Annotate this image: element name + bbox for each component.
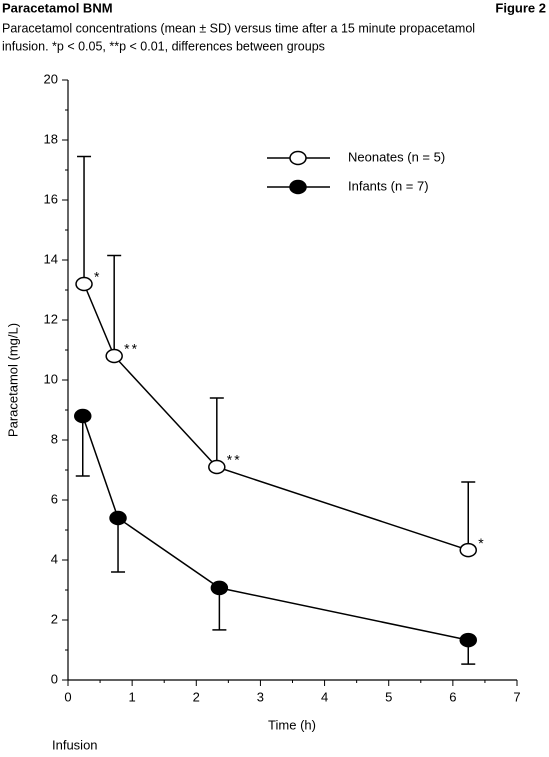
y-tick-label: 12	[44, 311, 58, 326]
significance-mark: *	[94, 269, 101, 285]
x-tick-label: 4	[321, 689, 328, 704]
error-bar	[77, 155, 92, 284]
x-tick-label: 7	[513, 689, 520, 704]
y-tick-label: 6	[51, 491, 58, 506]
significance-mark: *	[478, 535, 485, 551]
infusion-note: Infusion	[52, 737, 98, 752]
caption-line: infusion. *p < 0.05, **p < 0.01, differe…	[2, 39, 325, 53]
y-tick-label: 8	[51, 431, 58, 446]
data-point	[210, 580, 229, 596]
data-point	[109, 510, 127, 526]
y-tick-label: 4	[51, 551, 58, 566]
legend-marker	[289, 179, 307, 195]
legend-marker	[289, 150, 307, 166]
error-bar	[111, 518, 126, 573]
x-tick-label: 6	[449, 689, 456, 704]
x-tick-label: 5	[385, 689, 392, 704]
data-point	[459, 632, 478, 648]
y-tick-label: 10	[44, 371, 58, 386]
series-line	[83, 283, 469, 551]
data-point	[74, 408, 92, 424]
x-tick-label: 2	[193, 689, 200, 704]
error-bar	[209, 397, 224, 467]
y-tick-label: 14	[44, 251, 58, 266]
header: Paracetamol BNM	[2, 0, 113, 15]
legend-label: Neonates (n = 5)	[348, 149, 445, 164]
error-bar	[107, 254, 122, 356]
caption-line: Paracetamol concentrations (mean ± SD) v…	[2, 21, 475, 35]
error-bar	[75, 416, 90, 477]
x-tick-label: 1	[129, 689, 136, 704]
significance-mark: **	[124, 341, 139, 357]
significance-mark: **	[227, 452, 242, 468]
y-tick-label: 2	[51, 611, 58, 626]
y-tick-label: 16	[44, 191, 58, 206]
figure-label: Figure 2	[495, 0, 546, 15]
error-bar	[461, 481, 476, 551]
series-line	[82, 415, 469, 641]
data-point	[105, 348, 123, 364]
y-tick-label: 18	[44, 131, 58, 146]
x-axis-label: Time (h)	[268, 717, 316, 732]
data-point	[208, 459, 226, 475]
data-point	[75, 276, 93, 292]
x-tick-label: 0	[64, 689, 71, 704]
data-point	[459, 542, 478, 558]
y-tick-label: 0	[51, 671, 58, 686]
y-tick-label: 20	[44, 71, 58, 86]
x-tick-label: 3	[257, 689, 264, 704]
y-axis-label: Paracetamol (mg/L)	[5, 323, 20, 437]
legend-label: Infants (n = 7)	[348, 178, 429, 193]
